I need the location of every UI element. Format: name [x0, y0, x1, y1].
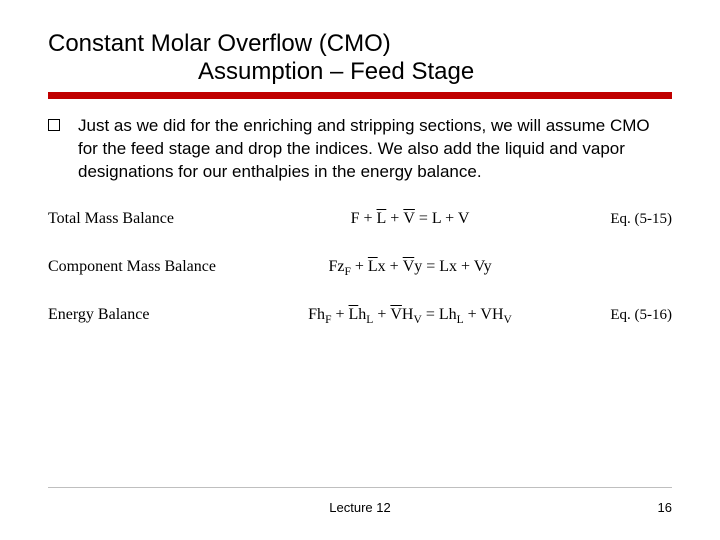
footer-divider	[48, 487, 672, 488]
accent-bar	[48, 92, 672, 99]
footer-page-number: 16	[658, 500, 672, 515]
equation-label: Component Mass Balance	[48, 258, 248, 276]
equation-ref: Eq. (5-16)	[572, 307, 672, 324]
slide: Constant Molar Overflow (CMO) Assumption…	[0, 0, 720, 540]
equation-label: Energy Balance	[48, 306, 248, 324]
body-bullet-row: Just as we did for the enriching and str…	[48, 115, 672, 184]
footer-lecture: Lecture 12	[0, 500, 720, 515]
slide-title: Constant Molar Overflow (CMO) Assumption…	[48, 30, 672, 86]
title-line-1: Constant Molar Overflow (CMO)	[48, 30, 672, 58]
equations-area: Total Mass Balance F + L + V = L + V Eq.…	[48, 210, 672, 324]
equation-row-component-mass: Component Mass Balance FzF + Lx + Vy = L…	[48, 258, 672, 276]
equation-expression: FzF + Lx + Vy = Lx + Vy	[248, 258, 572, 276]
square-bullet-icon	[48, 119, 60, 131]
equation-row-energy-balance: Energy Balance FhF + LhL + VHV = LhL + V…	[48, 306, 672, 324]
equation-ref: Eq. (5-15)	[572, 211, 672, 228]
equation-row-total-mass: Total Mass Balance F + L + V = L + V Eq.…	[48, 210, 672, 228]
equation-expression: F + L + V = L + V	[248, 210, 572, 228]
title-line-2: Assumption – Feed Stage	[48, 58, 672, 86]
equation-expression: FhF + LhL + VHV = LhL + VHV	[248, 306, 572, 324]
equation-label: Total Mass Balance	[48, 210, 248, 228]
body-text: Just as we did for the enriching and str…	[78, 115, 672, 184]
